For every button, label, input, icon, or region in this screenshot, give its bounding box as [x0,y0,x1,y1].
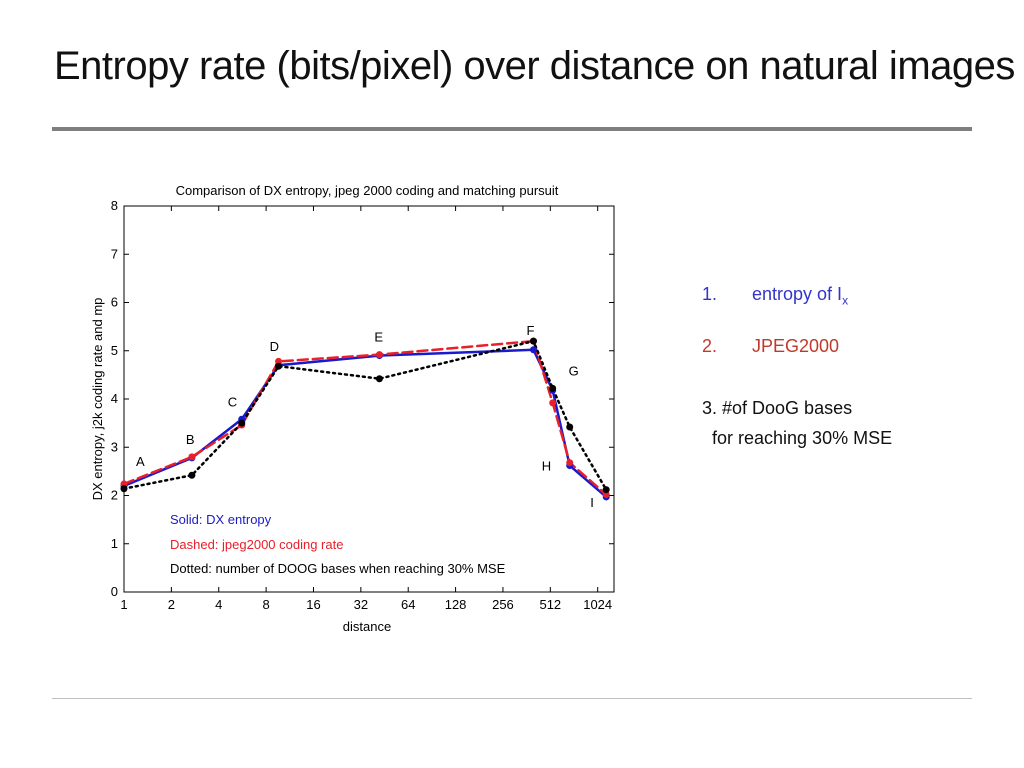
note-text: entropy of Ix [752,284,848,308]
x-axis-label: distance [343,619,391,634]
legend-dashed: Dashed: jpeg2000 coding rate [170,537,343,552]
x-tick-label: 32 [354,597,368,612]
point-label: A [136,454,145,469]
data-point-dotted [120,485,128,493]
data-point-solid [529,346,537,354]
x-tick-label: 64 [401,597,415,612]
x-tick-label: 16 [306,597,320,612]
x-tick-label: 4 [215,597,222,612]
data-point-dotted [275,362,283,370]
data-point-dashed [120,480,128,488]
data-point-dotted [529,337,537,345]
data-point-dashed [375,351,383,359]
point-label: B [186,432,195,447]
data-point-dotted [549,384,557,392]
x-tick-label: 1 [120,597,127,612]
title-divider [52,127,972,131]
y-tick-label: 2 [111,488,118,503]
data-point-dashed [275,357,283,365]
note-item-doog-line1: 3. #of DooG bases [702,398,853,418]
x-tick-label: 1024 [583,597,612,612]
x-tick-label: 512 [539,597,561,612]
y-tick-label: 1 [111,536,118,551]
data-point-dotted [566,423,574,431]
footer-divider [52,698,972,699]
x-tick-label: 2 [168,597,175,612]
x-tick-label: 256 [492,597,514,612]
data-point-dotted [188,471,196,479]
data-point-dotted [375,375,383,383]
series-line-dotted [122,339,608,491]
x-tick-label: 128 [445,597,467,612]
y-tick-label: 4 [111,391,118,406]
note-number: 2. [702,336,718,356]
point-label: D [270,339,279,354]
y-tick-label: 7 [111,246,118,261]
note-number: 1. [702,284,718,304]
data-point-dashed [549,399,557,407]
chart-title: Comparison of DX entropy, jpeg 2000 codi… [176,183,559,198]
y-tick-label: 8 [111,198,118,213]
slide-title: Entropy rate (bits/pixel) over distance … [54,44,1015,88]
point-label: C [228,394,237,409]
series-line-solid [122,348,608,499]
note-item-doog-line2: for reaching 30% MSE [712,428,893,448]
y-axis-label: DX entropy, j2k coding rate and mp [90,298,105,501]
y-tick-label: 0 [111,584,118,599]
note-entropy-text: entropy of I [752,284,843,304]
data-point-dotted [602,486,610,494]
legend-dotted: Dotted: number of DOOG bases when reachi… [170,561,506,576]
y-tick-label: 3 [111,439,118,454]
data-point-dashed [188,453,196,461]
point-label: G [569,363,579,378]
data-point-dotted [238,419,246,427]
data-point-dashed [602,491,610,499]
point-label: H [542,459,551,474]
data-point-dashed [566,459,574,467]
x-tick-label: 8 [262,597,269,612]
note-entropy-subscript: x [842,293,849,308]
plot-frame [123,205,615,593]
y-tick-label: 5 [111,343,118,358]
legend-solid: Solid: DX entropy [170,512,272,527]
y-tick-label: 6 [111,295,118,310]
point-label: F [526,323,534,338]
note-text: JPEG2000 [752,336,840,356]
point-label: I [590,495,594,510]
point-label: E [374,330,383,345]
